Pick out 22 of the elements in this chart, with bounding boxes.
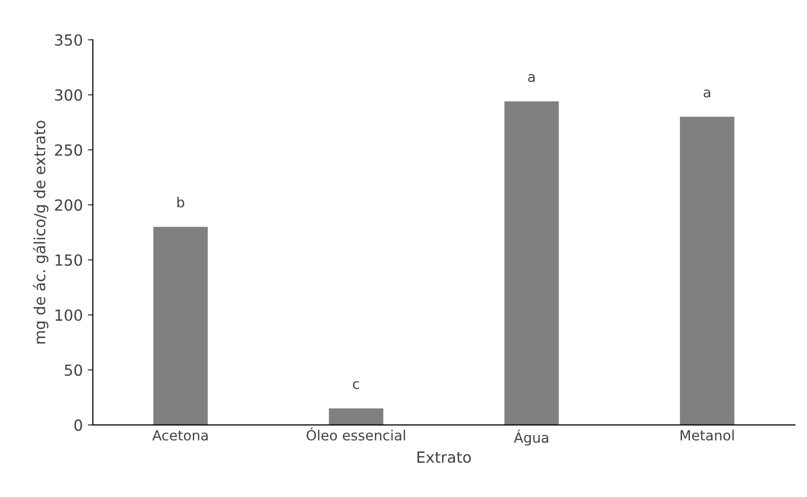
y-tick-label: 250: [55, 144, 82, 156]
annotation: a: [704, 89, 710, 98]
bar: [504, 101, 559, 425]
x-tick-label: Acetona: [152, 430, 208, 441]
y-tick-label: 350: [55, 34, 82, 46]
y-tick-label: 50: [64, 364, 82, 376]
annotation: a: [528, 74, 535, 82]
y-tick-label: 300: [55, 89, 82, 101]
bar: [328, 408, 384, 425]
annotation: c: [353, 381, 360, 390]
y-tick-label: 150: [56, 254, 82, 266]
y-tick-label: 100: [56, 309, 82, 321]
x-tick-label: Água: [514, 430, 548, 446]
y-tick-label: 0: [74, 419, 82, 431]
y-tick-label: 200: [55, 199, 82, 211]
bar: [153, 226, 208, 425]
x-tick-label: Óleo essencial: [306, 428, 406, 441]
bar: [680, 116, 734, 425]
annotation: b: [177, 196, 184, 208]
y-axis-title: mg de ác. gálico/g de extrato: [32, 120, 48, 344]
x-tick-label: Metanol: [680, 430, 734, 441]
x-axis-title: Extrato: [418, 452, 471, 463]
